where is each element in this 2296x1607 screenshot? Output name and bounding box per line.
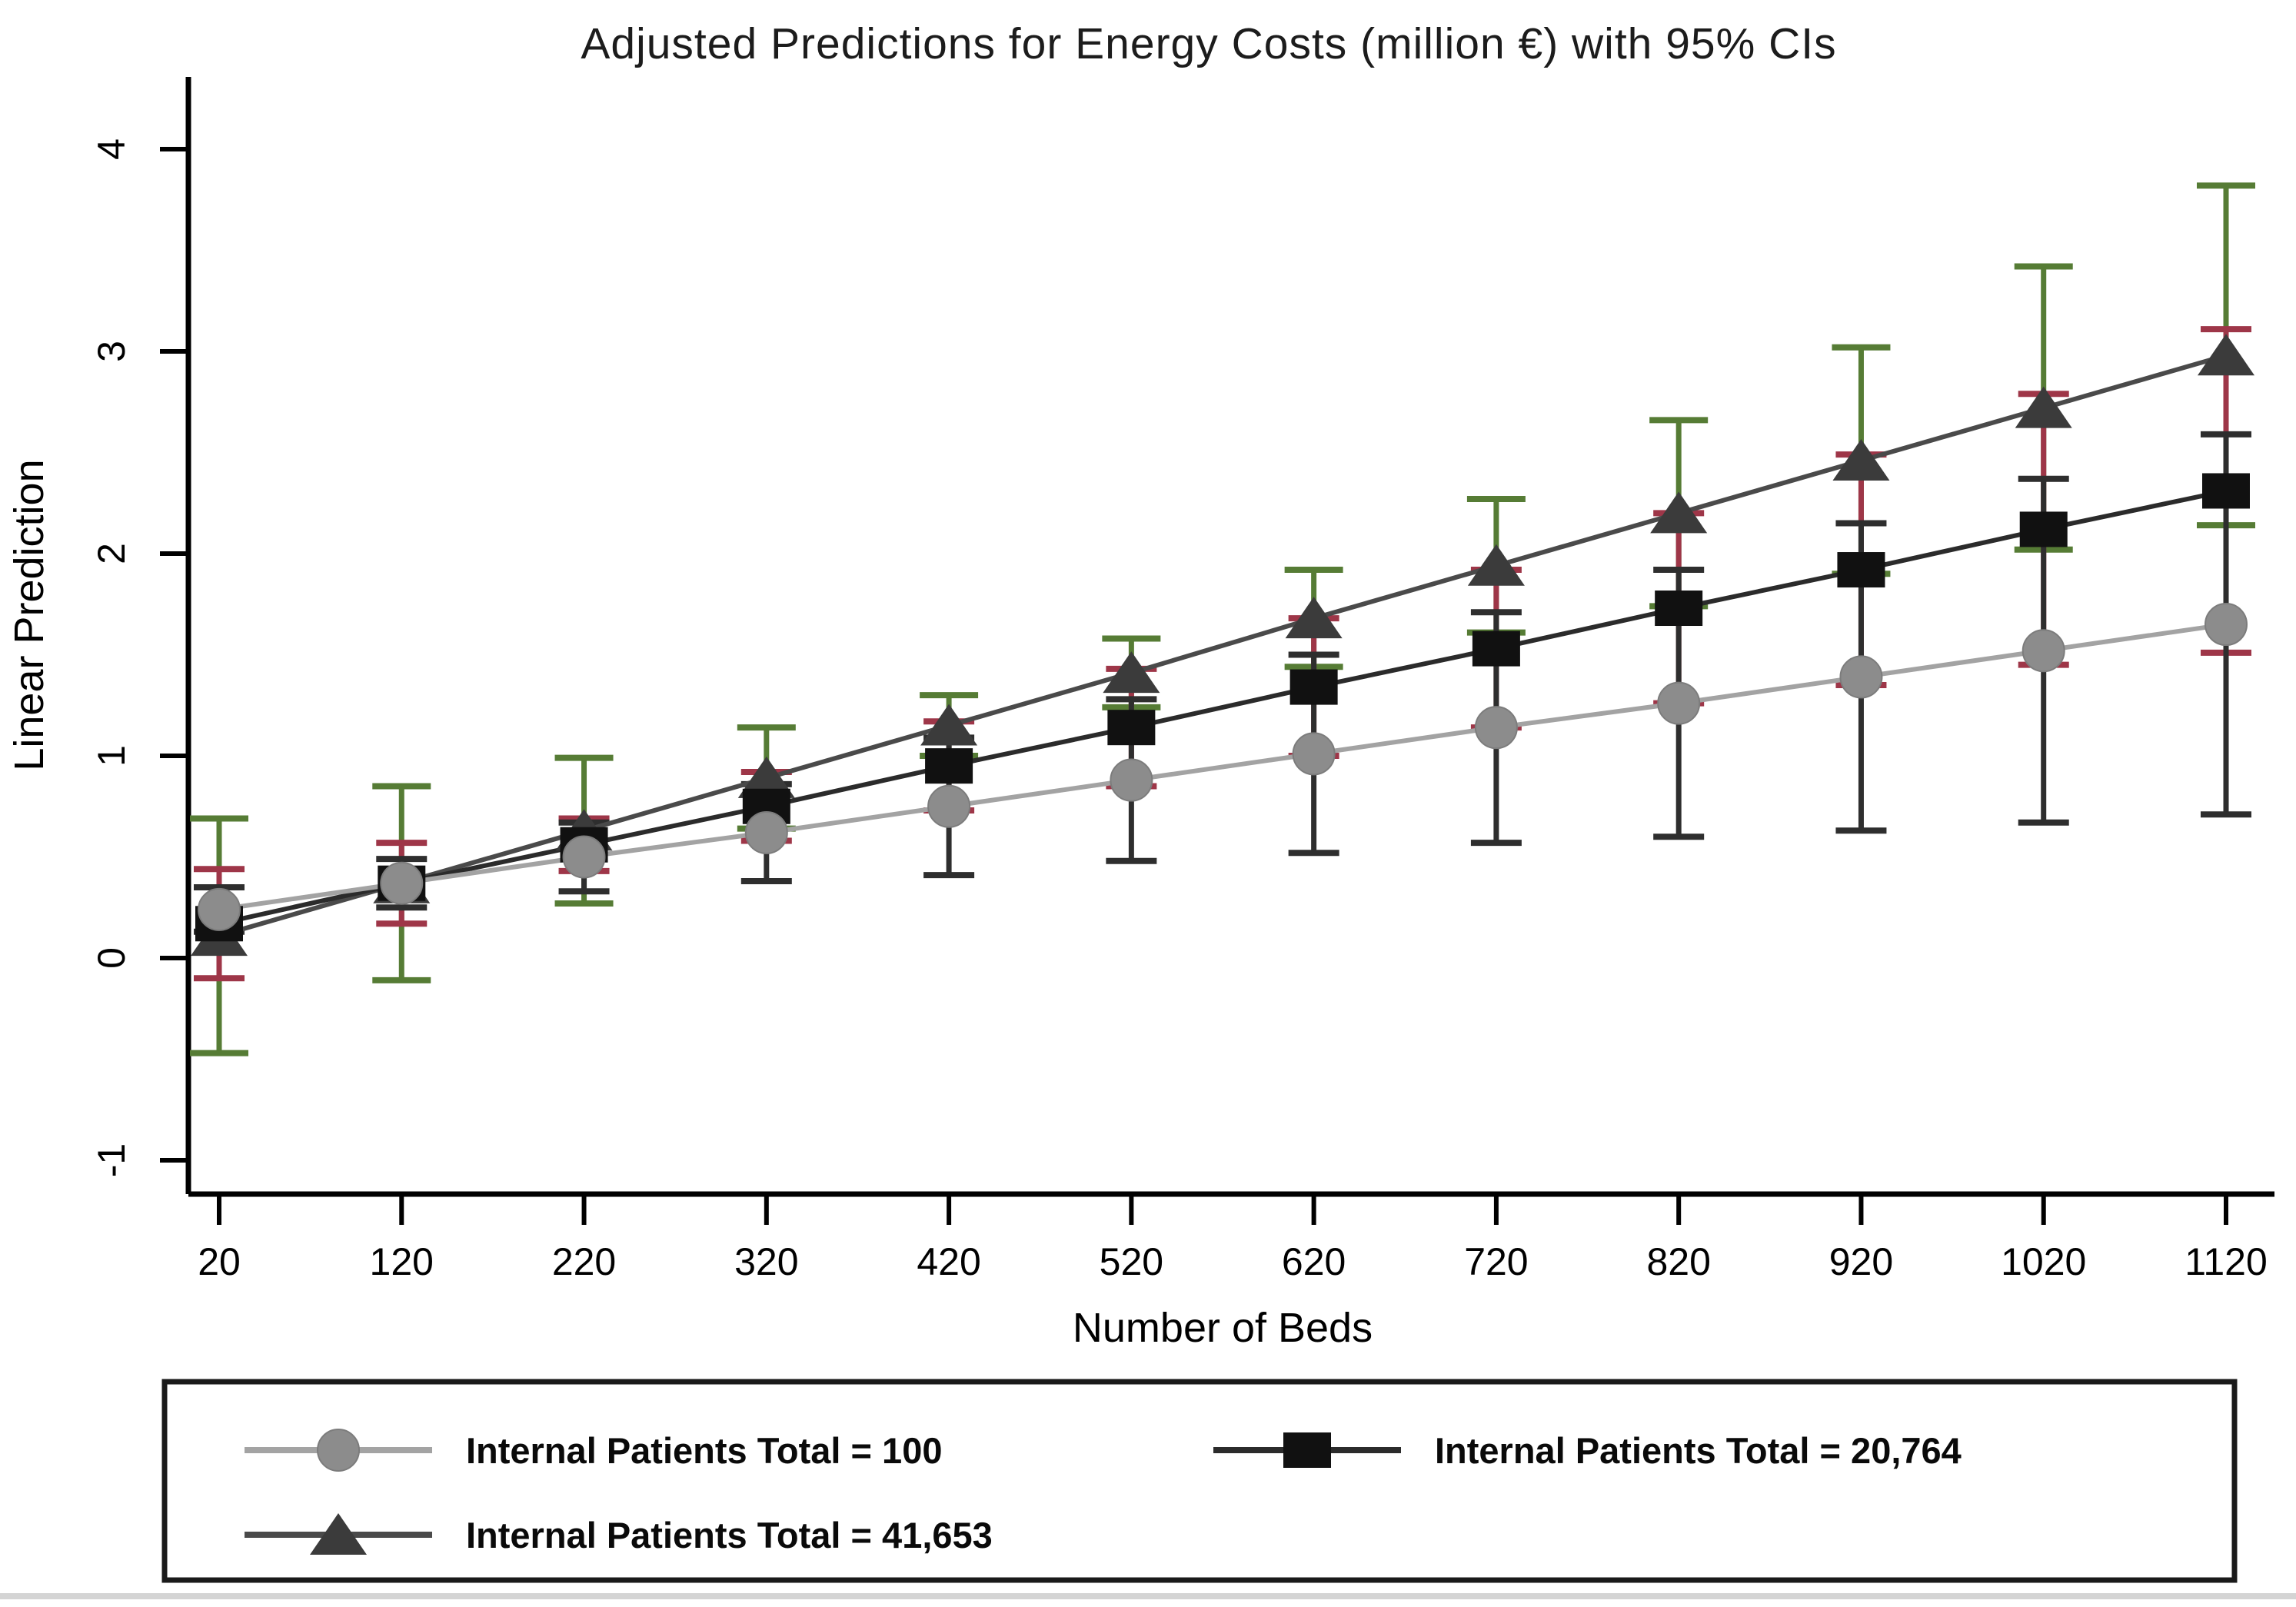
bottom-edge-strip: [0, 1593, 2296, 1599]
legend-label-triangle: Internal Patients Total = 41,653: [466, 1515, 993, 1555]
y-tick-label: 0: [90, 947, 133, 969]
square-marker: [2202, 473, 2250, 509]
circle-marker: [1657, 681, 1701, 725]
triangle-marker: [1103, 651, 1160, 694]
triangle-marker: [1650, 491, 1708, 534]
square-marker: [1283, 1432, 1331, 1468]
legend-marker-samples: [245, 1429, 1401, 1555]
legend-label-square: Internal Patients Total = 20,764: [1435, 1430, 1962, 1471]
x-tick-label: 820: [1646, 1240, 1710, 1283]
circle-marker: [2204, 603, 2248, 647]
y-tick-label: 3: [90, 341, 133, 362]
triangle-marker: [2015, 386, 2072, 428]
legend: Internal Patients Total = 100 Internal P…: [161, 1379, 2238, 1583]
circle-marker: [1110, 758, 1153, 802]
x-tick-label: 420: [917, 1240, 980, 1283]
circle-marker: [1839, 655, 1883, 699]
circle-marker: [198, 887, 241, 931]
y-tick-label: 1: [90, 745, 133, 767]
square-series-line: [218, 488, 2227, 927]
square-marker: [1289, 669, 1338, 705]
square-marker: [2019, 511, 2068, 547]
x-tick-label: 520: [1100, 1240, 1163, 1283]
legend-box: [161, 1379, 2238, 1583]
square-marker: [1655, 591, 1703, 627]
x-tick-label: 20: [198, 1240, 241, 1283]
x-tick-label: 1020: [2001, 1240, 2086, 1283]
circle-marker: [380, 861, 424, 905]
x-axis: 20 120 220 320 420 520 620 720 820 920 1020 1120: [188, 1191, 2274, 1283]
x-axis-title: Number of Beds: [1073, 1305, 1373, 1351]
triangle-marker: [1285, 597, 1343, 639]
x-tick-label: 1120: [2185, 1240, 2268, 1283]
y-axis-title: Linear Prediction: [6, 459, 52, 770]
square-marker: [925, 748, 973, 784]
circle-marker: [562, 835, 606, 879]
circle-marker: [1292, 732, 1336, 776]
square-marker: [1107, 710, 1156, 746]
y-tick-label: 2: [90, 543, 133, 564]
circle-marker: [317, 1429, 360, 1472]
y-tick-label: 4: [90, 138, 133, 160]
y-tick-label: -1: [90, 1143, 133, 1177]
x-tick-label: 320: [734, 1240, 798, 1283]
triangle-marker: [2198, 334, 2254, 376]
x-tick-label: 720: [1464, 1240, 1528, 1283]
circle-series-line: [218, 622, 2227, 912]
triangle-marker: [737, 756, 795, 798]
circle-marker: [744, 810, 788, 854]
x-tick-label: 120: [370, 1240, 434, 1283]
circle-marker: [927, 784, 971, 828]
series-markers: [191, 334, 2254, 957]
triangle-marker: [920, 704, 978, 746]
triangle-marker: [310, 1513, 367, 1555]
legend-label-circle: Internal Patients Total = 100: [466, 1430, 942, 1471]
triangle-marker: [1467, 544, 1525, 586]
triangle-marker: [1832, 439, 1890, 481]
x-tick-label: 920: [1829, 1240, 1893, 1283]
triangle-series-line: [218, 353, 2227, 938]
series-lines: [218, 353, 2227, 938]
x-tick-label: 620: [1282, 1240, 1346, 1283]
square-marker: [1837, 552, 1885, 588]
circle-marker: [1474, 706, 1518, 750]
square-marker: [1472, 630, 1520, 667]
y-axis: 4 3 2 1 0 -1: [90, 77, 191, 1194]
chart-title: Adjusted Predictions for Energy Costs (m…: [581, 19, 1836, 68]
circle-marker: [2021, 629, 2065, 673]
x-tick-label: 220: [552, 1240, 616, 1283]
